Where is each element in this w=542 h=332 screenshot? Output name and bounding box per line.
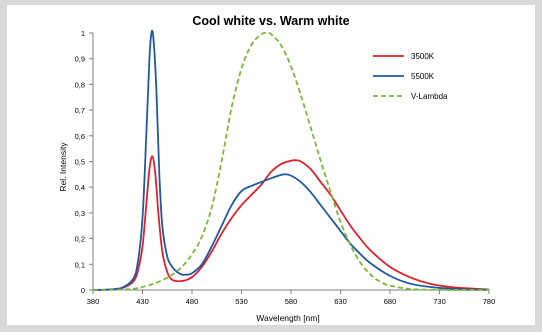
y-tick-label: 0,7 bbox=[75, 106, 85, 115]
x-tick-label: 580 bbox=[285, 297, 298, 306]
chart-svg: Cool white vs. Warm white Rel. Intensity… bbox=[58, 14, 496, 323]
x-tick-label: 530 bbox=[235, 297, 248, 306]
y-tick-label: 0,8 bbox=[75, 80, 85, 89]
legend: 3500K 5500K V-Lambda bbox=[373, 52, 448, 101]
y-tick-label: 0,6 bbox=[75, 132, 85, 141]
axes: 380 430 480 530 580 630 680 730 780 0 0,1 0,2 0,3 0,4… bbox=[75, 29, 496, 306]
x-tick-label: 680 bbox=[384, 297, 397, 306]
x-tick-label: 630 bbox=[334, 297, 347, 306]
y-tick-label: 0,3 bbox=[75, 209, 85, 218]
series-line-v-lambda bbox=[92, 31, 490, 291]
y-tick-label: 0,2 bbox=[75, 235, 85, 244]
x-tick-label: 380 bbox=[87, 297, 100, 306]
series-line-5500k bbox=[92, 29, 490, 291]
y-tick-label: 0,4 bbox=[75, 183, 85, 192]
x-tick-label: 780 bbox=[483, 297, 496, 306]
legend-label: 3500K bbox=[411, 52, 435, 61]
y-tick-label: 1 bbox=[81, 29, 85, 38]
chart-panel: Cool white vs. Warm white Rel. Intensity… bbox=[7, 5, 535, 325]
y-tick-label: 0 bbox=[81, 286, 85, 295]
x-tick-label: 730 bbox=[433, 297, 446, 306]
y-tick-label: 0,9 bbox=[75, 55, 85, 64]
series-layer bbox=[92, 29, 490, 291]
chart-title: Cool white vs. Warm white bbox=[192, 14, 349, 28]
y-tick-label: 0,1 bbox=[75, 260, 85, 269]
y-axis-label: Rel. Intensity bbox=[58, 142, 68, 192]
legend-label: V-Lambda bbox=[411, 92, 448, 101]
x-tick-label: 480 bbox=[186, 297, 199, 306]
x-axis-label: Wavelength [nm] bbox=[256, 313, 319, 323]
legend-label: 5500K bbox=[411, 72, 435, 81]
x-tick-label: 430 bbox=[136, 297, 149, 306]
series-line-3500k bbox=[92, 155, 490, 291]
y-tick-label: 0,5 bbox=[75, 158, 85, 167]
